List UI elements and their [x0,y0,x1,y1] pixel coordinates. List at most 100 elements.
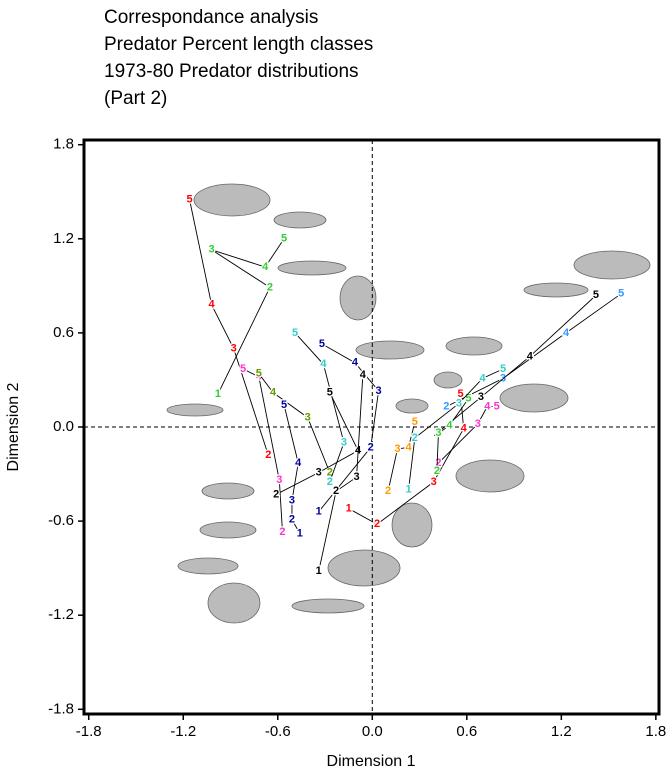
point-label: 3 [289,495,295,507]
point-label: 1 [405,484,411,496]
point-label: 2 [279,526,285,538]
point-label: 2 [434,427,440,439]
series-line [318,375,364,572]
series-line [387,422,416,492]
point-label: 5 [412,416,418,428]
point-label: 2 [273,488,279,500]
point-label: 2 [327,476,333,488]
point-label: 2 [435,457,441,469]
point-label: 3 [376,385,382,397]
point-label: 4 [563,327,570,339]
point-label: 5 [618,288,624,300]
point-label: 5 [186,194,192,206]
point-label: 3 [231,342,237,354]
point-label: 5 [240,363,246,375]
fish [201,482,255,500]
point-label: 1 [346,502,352,514]
y-tick-label: 1.8 [53,136,74,153]
point-label: 3 [341,437,347,449]
point-label: 5 [281,233,287,245]
point-label: 4 [484,401,491,413]
fish [327,549,401,587]
series-line [318,343,380,512]
x-tick-label: 1.8 [645,723,666,740]
point-label: 4 [360,369,367,381]
point-label: 4 [320,358,327,370]
fish [207,582,261,624]
point-label: 1 [316,565,322,577]
fish [573,250,651,280]
point-label: 2 [385,485,391,497]
point-label: 3 [394,443,400,455]
x-tick-label: -1.8 [76,723,102,740]
point-label: 4 [446,419,453,431]
y-tick-label: -1.2 [48,606,74,623]
point-label: 3 [276,474,282,486]
fish [177,557,239,575]
point-label: 4 [461,422,468,434]
point-label: 5 [292,327,298,339]
fish [339,275,377,321]
series-line [258,373,331,473]
x-tick-label: -1.2 [170,723,196,740]
series-line [189,199,269,456]
series-line [438,406,497,464]
x-tick-label: 0.6 [456,723,477,740]
point-label: 5 [319,338,325,350]
point-label: 1 [215,388,221,400]
title-line: (Part 2) [104,88,167,109]
point-label: 3 [316,466,322,478]
point-label: 3 [456,397,462,409]
series-line [275,392,359,495]
point-label: 2 [327,466,333,478]
series-line [283,404,301,534]
point-label: 2 [412,432,418,444]
y-tick-label: 0.6 [53,324,74,341]
plot-frame [82,138,661,716]
point-label: 3 [431,476,437,488]
point-label: 4 [295,457,302,469]
fish [433,371,463,389]
series-line [446,293,622,408]
series-line [436,398,469,471]
point-label: 2 [289,513,295,525]
point-label: 4 [527,350,534,362]
fish [445,336,503,356]
fish [166,403,224,417]
fish [395,398,429,414]
x-tick-label: -0.6 [265,723,291,740]
y-tick-label: 1.2 [53,230,74,247]
fish [455,459,525,493]
fish [391,502,433,548]
point-label: 5 [500,363,506,375]
fish [193,183,271,217]
point-label: 4 [262,261,269,273]
point-label: 5 [494,401,500,413]
series-line [436,294,597,434]
fish [277,260,347,276]
y-tick-label: -0.6 [48,512,74,529]
fish [291,598,365,614]
title-line: Predator Percent length classes [104,34,373,55]
point-label: 5 [593,289,599,301]
point-label: 5 [281,399,287,411]
point-label: 5 [457,388,463,400]
point-label: 3 [209,244,215,256]
point-label: 1 [297,528,303,540]
title-line: 1973-80 Predator distributions [104,61,359,82]
point-label: 2 [333,485,339,497]
point-label: 2 [368,441,374,453]
point-label: 4 [479,372,486,384]
fish [499,383,569,413]
fish-illustrations [166,183,651,624]
point-label: 3 [435,427,441,439]
point-label: 4 [209,299,216,311]
point-label: 5 [327,386,333,398]
series-line [242,368,283,533]
fish [273,211,327,229]
fish [355,340,425,360]
fish [199,521,257,539]
fish [523,282,589,298]
y-axis-label: Dimension 2 [5,382,22,471]
